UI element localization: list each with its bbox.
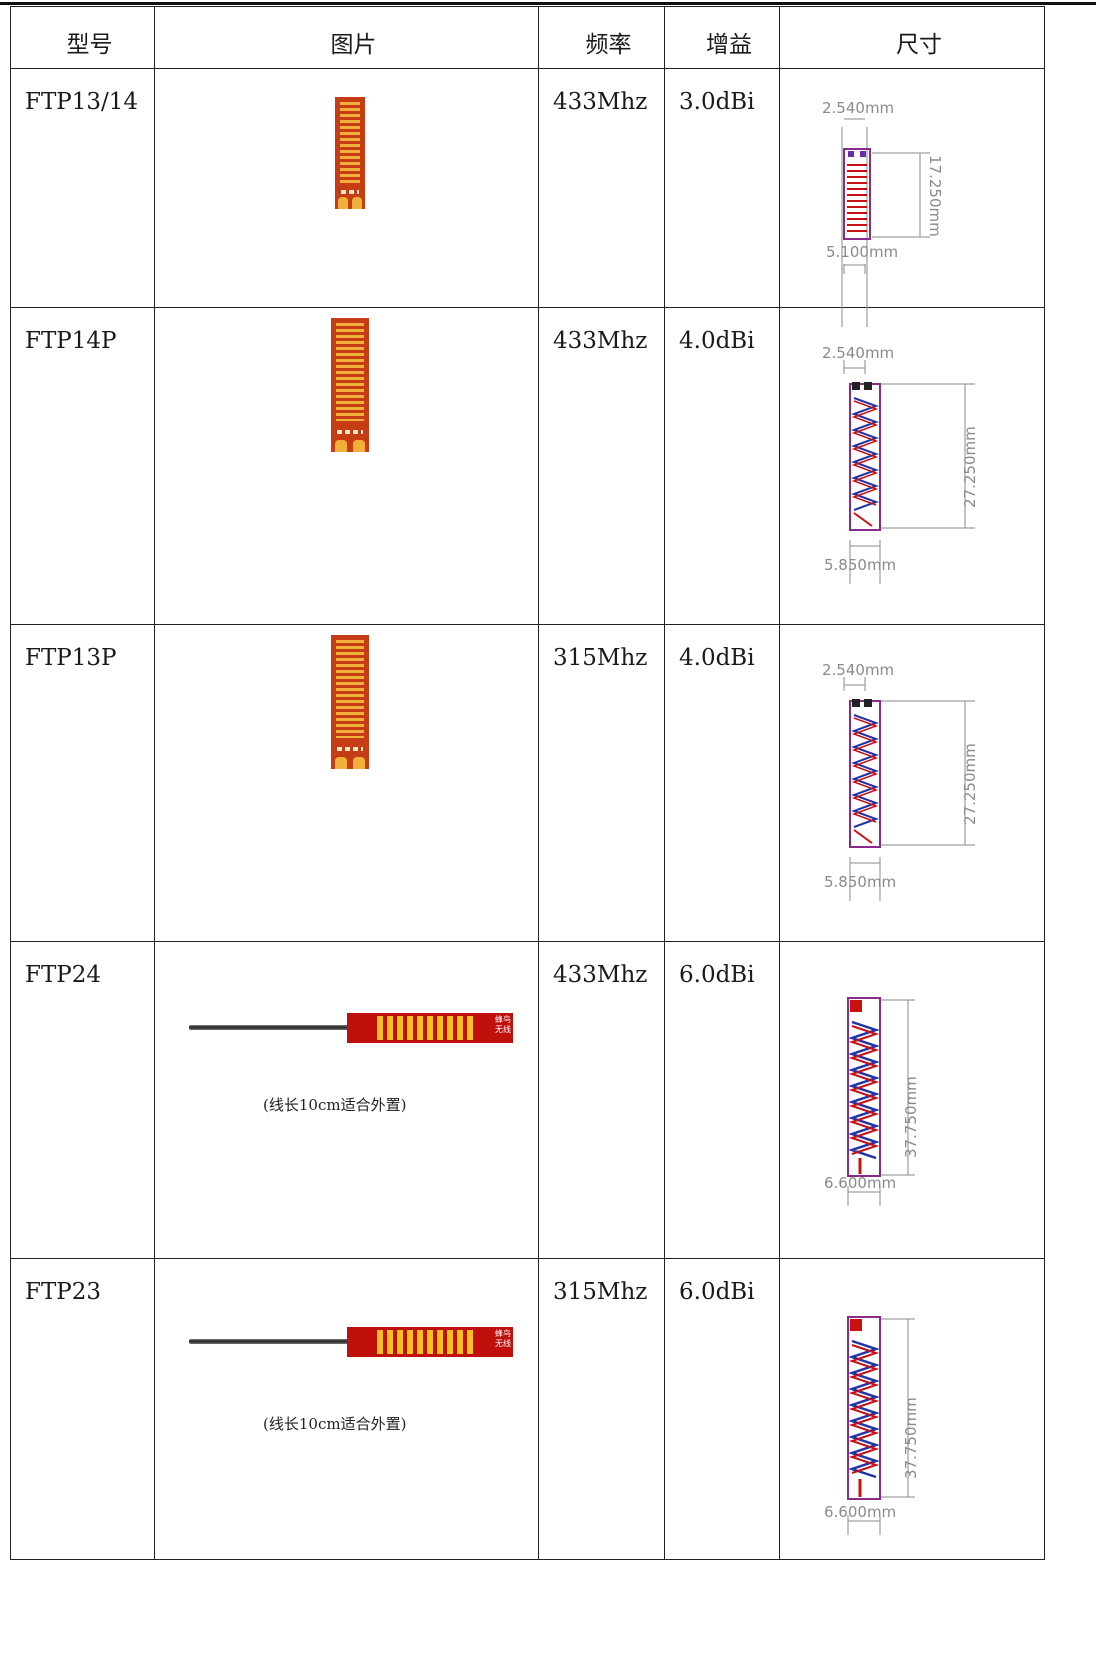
cable-length-note: (线长10cm适合外置) [263,1415,407,1433]
dimension-width-bottom: 5.850mm [824,556,896,574]
size-cell: 2.540mm 27.250mm 5.850mm [779,624,1045,942]
table-row: FTP23 蜂鸟 无线 (线长10cm适合外置) 315Mhz 6.0dBi [10,1258,1045,1560]
antenna-cable [189,1339,349,1344]
header-picture: 图片 [154,6,539,69]
antenna-cable [189,1025,349,1030]
table-row: FTP13P 315Mhz 4.0dBi [10,624,1045,942]
pcb-antenna-image [331,635,369,769]
dimension-width-bottom: 5.100mm [826,243,898,261]
dimension-height: 17.250mm [926,155,944,237]
pcb-antenna-image [335,97,365,209]
pcb-antenna-image: 蜂鸟 无线 [347,1013,513,1043]
gain-cell: 4.0dBi [664,307,780,625]
antenna-spec-table: 型号 图片 频率 增益 尺寸 FTP13/14 433Mhz 3.0dBi [10,6,1045,1560]
model-cell: FTP23 [10,1258,155,1560]
brand-logo: 蜂鸟 无线 [495,1015,511,1034]
size-cell: 2.540mm 17.250mm 5.100mm [779,68,1045,327]
gain-cell: 6.0dBi [664,941,780,1259]
top-rule [0,2,1096,5]
header-size: 尺寸 [779,6,1045,69]
dimension-height: 27.250mm [961,426,979,508]
model-cell: FTP13/14 [10,68,155,308]
dimension-drawing: 37.750mm 6.600mm [780,1259,1045,1559]
model-cell: FTP13P [10,624,155,942]
table-row: FTP13/14 433Mhz 3.0dBi [10,68,1045,327]
size-cell: 37.750mm 6.600mm [779,941,1045,1259]
dimension-width-top: 2.540mm [822,661,894,679]
dimension-width-top: 2.540mm [822,99,894,117]
dimension-drawing: 2.540mm 27.250mm 5.850mm [780,625,1045,941]
cable-length-note: (线长10cm适合外置) [263,1096,407,1114]
dimension-height: 37.750mm [902,1397,920,1479]
header-gain: 增益 [664,6,780,69]
gain-cell: 6.0dBi [664,1258,780,1560]
picture-cell [154,624,539,942]
picture-cell [154,68,539,308]
model-cell: FTP14P [10,307,155,625]
dimension-width-bottom: 5.850mm [824,873,896,891]
header-row: 型号 图片 频率 增益 尺寸 [10,6,1045,69]
dimension-height: 37.750mm [902,1076,920,1158]
brand-logo: 蜂鸟 无线 [495,1329,511,1348]
header-frequency: 频率 [538,6,665,69]
table-row: FTP24 蜂鸟 无线 (线长10cm适合外置) 433Mhz 6.0dBi [10,941,1045,1259]
dimension-height: 27.250mm [961,743,979,825]
picture-cell: 蜂鸟 无线 (线长10cm适合外置) [154,941,539,1259]
size-cell: 2.540mm 27.250mm 5.850mm [779,307,1045,625]
pcb-antenna-image: 蜂鸟 无线 [347,1327,513,1357]
header-model: 型号 [10,6,155,69]
frequency-cell: 433Mhz [538,68,665,308]
gain-cell: 4.0dBi [664,624,780,942]
dimension-drawing: 2.540mm 27.250mm 5.850mm [780,308,1045,624]
dimension-drawing: 2.540mm 17.250mm 5.100mm [780,69,1045,327]
gain-cell: 3.0dBi [664,68,780,308]
frequency-cell: 315Mhz [538,1258,665,1560]
pcb-antenna-image [331,318,369,452]
model-cell: FTP24 [10,941,155,1259]
dimension-width-top: 2.540mm [822,344,894,362]
dimension-width-bottom: 6.600mm [824,1174,896,1192]
size-cell: 37.750mm 6.600mm [779,1258,1045,1560]
picture-cell [154,307,539,625]
frequency-cell: 433Mhz [538,941,665,1259]
picture-cell: 蜂鸟 无线 (线长10cm适合外置) [154,1258,539,1560]
dimension-drawing: 37.750mm 6.600mm [780,942,1045,1258]
table-row: FTP14P 433Mhz 4.0dBi [10,307,1045,625]
frequency-cell: 315Mhz [538,624,665,942]
frequency-cell: 433Mhz [538,307,665,625]
dimension-width-bottom: 6.600mm [824,1503,896,1521]
